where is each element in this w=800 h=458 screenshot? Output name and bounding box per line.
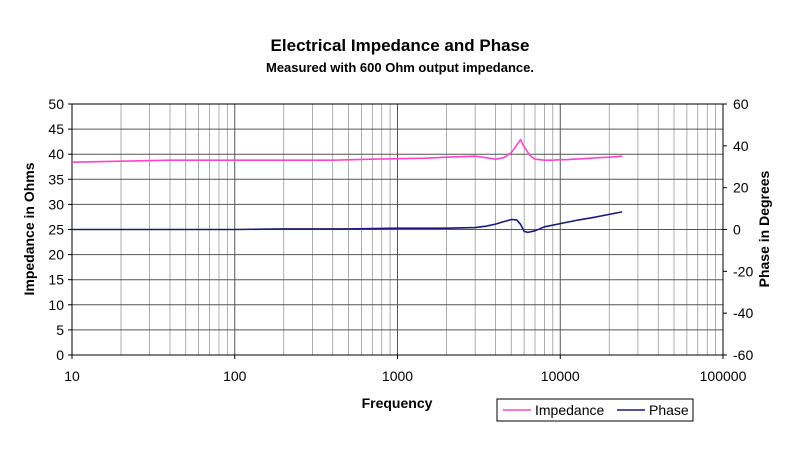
y2-tick-label: 60	[733, 96, 749, 112]
grid	[72, 104, 723, 355]
y-tick-label: 30	[48, 196, 64, 212]
x-tick-label: 10	[64, 368, 80, 384]
x-tick-label: 1000	[382, 368, 413, 384]
tick-labels: 0 5 10 15 20 25 30 35 40 45 50 -60 -40 -20 0 20 40 60 10 10…	[48, 96, 753, 384]
y2-tick-label: -60	[733, 347, 753, 363]
y-tick-label: 0	[56, 347, 64, 363]
legend: Impedance Phase	[496, 398, 694, 422]
y2-tick-label: 40	[733, 138, 749, 154]
y2-tick-label: 0	[733, 222, 741, 238]
chart-title: Electrical Impedance and Phase	[270, 36, 530, 55]
x-tick-label: 10000	[541, 368, 580, 384]
series-line-phase	[72, 211, 623, 234]
y-tick-label: 15	[48, 272, 64, 288]
legend-box	[496, 398, 694, 422]
y-tick-label: 50	[48, 96, 64, 112]
y-tick-label: 10	[48, 297, 64, 313]
chart-subtitle: Measured with 600 Ohm output impedance.	[266, 60, 534, 75]
y-tick-label: 45	[48, 121, 64, 137]
y2-axis-label: Phase in Degrees	[756, 170, 772, 287]
y-tick-label: 20	[48, 247, 64, 263]
legend-impedance-label: Impedance	[535, 402, 604, 418]
series-line-impedance	[71, 138, 623, 163]
x-tick-label: 100	[223, 368, 247, 384]
y2-tick-label: -40	[733, 305, 753, 321]
x-tick-label: 100000	[700, 368, 747, 384]
legend-phase-label: Phase	[649, 402, 689, 418]
y2-tick-label: 20	[733, 180, 749, 196]
series	[71, 138, 623, 234]
y-tick-label: 35	[48, 171, 64, 187]
y-tick-label: 5	[56, 322, 64, 338]
x-axis-label: Frequency	[362, 395, 433, 411]
y-tick-label: 25	[48, 222, 64, 238]
y-tick-label: 40	[48, 146, 64, 162]
y2-tick-label: -20	[733, 263, 753, 279]
y-axis-label: Impedance in Ohms	[21, 162, 37, 295]
